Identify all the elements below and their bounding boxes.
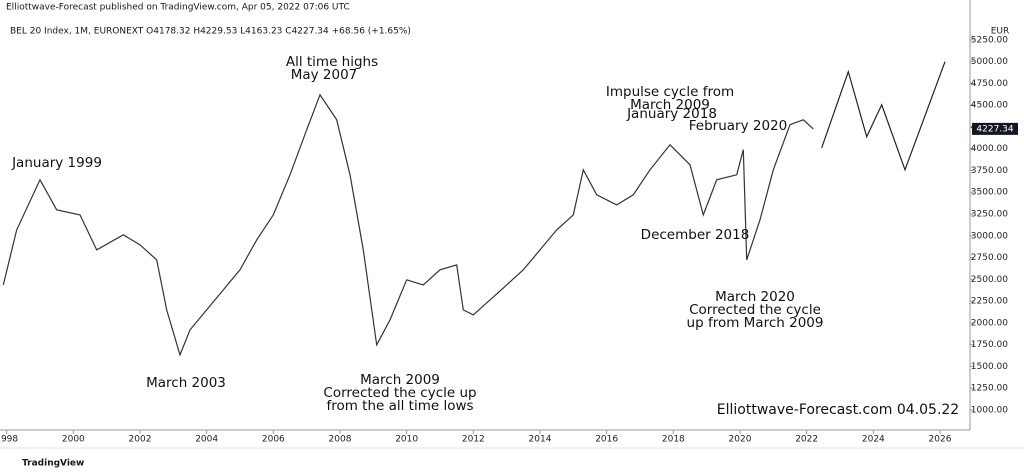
annotation: All time highs — [286, 54, 378, 70]
last-price-label: 4227.34 — [976, 124, 1013, 134]
y-tick-label: 1000.00 — [971, 405, 1008, 415]
annotation: March 2009 — [360, 372, 440, 388]
annotation: March 2003 — [146, 375, 226, 391]
x-tick-label: 2012 — [462, 435, 485, 445]
x-tick-label: 2000 — [62, 435, 85, 445]
symbol-line: BEL 20 Index, 1M, EURONEXT O4178.32 H422… — [10, 27, 411, 37]
x-tick-label: 2004 — [195, 435, 218, 445]
y-tick-label: 1500.00 — [971, 362, 1008, 372]
y-tick-label: 4500.00 — [971, 101, 1008, 111]
footer: TradingView — [22, 459, 84, 469]
x-tick-label: 2024 — [862, 435, 885, 445]
annotation: Impulse cycle from — [606, 84, 734, 100]
last-price-box — [972, 122, 1018, 135]
x-tick-label: 2018 — [662, 435, 685, 445]
y-tick-label: 2250.00 — [971, 297, 1008, 307]
x-tick-label: 2014 — [529, 435, 552, 445]
annotation: March 2009 — [630, 97, 710, 113]
y-tick-label: 3000.00 — [971, 231, 1008, 241]
x-tick-label: 2010 — [395, 435, 418, 445]
x-tick-label: 2016 — [595, 435, 618, 445]
x-tick-label: 1998 — [0, 435, 18, 445]
y-tick-label: 3750.00 — [971, 166, 1008, 176]
annotation: January 1999 — [11, 155, 102, 171]
y-tick-label: 5000.00 — [971, 57, 1008, 67]
x-tick-label: 2008 — [329, 435, 352, 445]
y-tick-label: 4000.00 — [971, 144, 1008, 154]
x-tick-label: 2020 — [729, 435, 752, 445]
y-tick-label: 3250.00 — [971, 210, 1008, 220]
x-tick-label: 2002 — [129, 435, 152, 445]
y-tick-label: 2000.00 — [971, 318, 1008, 328]
watermark: Elliottwave-Forecast.com 04.05.22 — [717, 402, 959, 418]
annotation: from the all time lows — [326, 398, 473, 414]
y-tick-label: 3500.00 — [971, 188, 1008, 198]
annotation: December 2018 — [641, 227, 750, 243]
price-line — [2, 93, 814, 357]
annotation: February 2020 — [689, 118, 787, 134]
y-tick-label: 5250.00 — [971, 35, 1008, 45]
annotation: January 2018 — [626, 106, 717, 122]
annotation: March 2020 — [715, 289, 795, 305]
x-tick-label: 2022 — [795, 435, 818, 445]
annotation: up from March 2009 — [687, 315, 824, 331]
annotation: May 2007 — [291, 67, 358, 83]
y-tick-label: 1750.00 — [971, 340, 1008, 350]
y-tick-label: 4750.00 — [971, 79, 1008, 89]
currency: EUR — [991, 27, 1010, 37]
annotation: Corrected the cycle — [689, 302, 821, 318]
y-tick-label: 2750.00 — [971, 253, 1008, 263]
header: Elliottwave-Forecast published on Tradin… — [6, 3, 350, 13]
y-tick-label: 1250.00 — [971, 384, 1008, 394]
x-tick-label: 2026 — [929, 435, 952, 445]
x-tick-label: 2006 — [262, 435, 285, 445]
y-tick-label: 2500.00 — [971, 275, 1008, 285]
price-line — [821, 61, 946, 172]
annotation: Corrected the cycle up — [323, 385, 476, 401]
